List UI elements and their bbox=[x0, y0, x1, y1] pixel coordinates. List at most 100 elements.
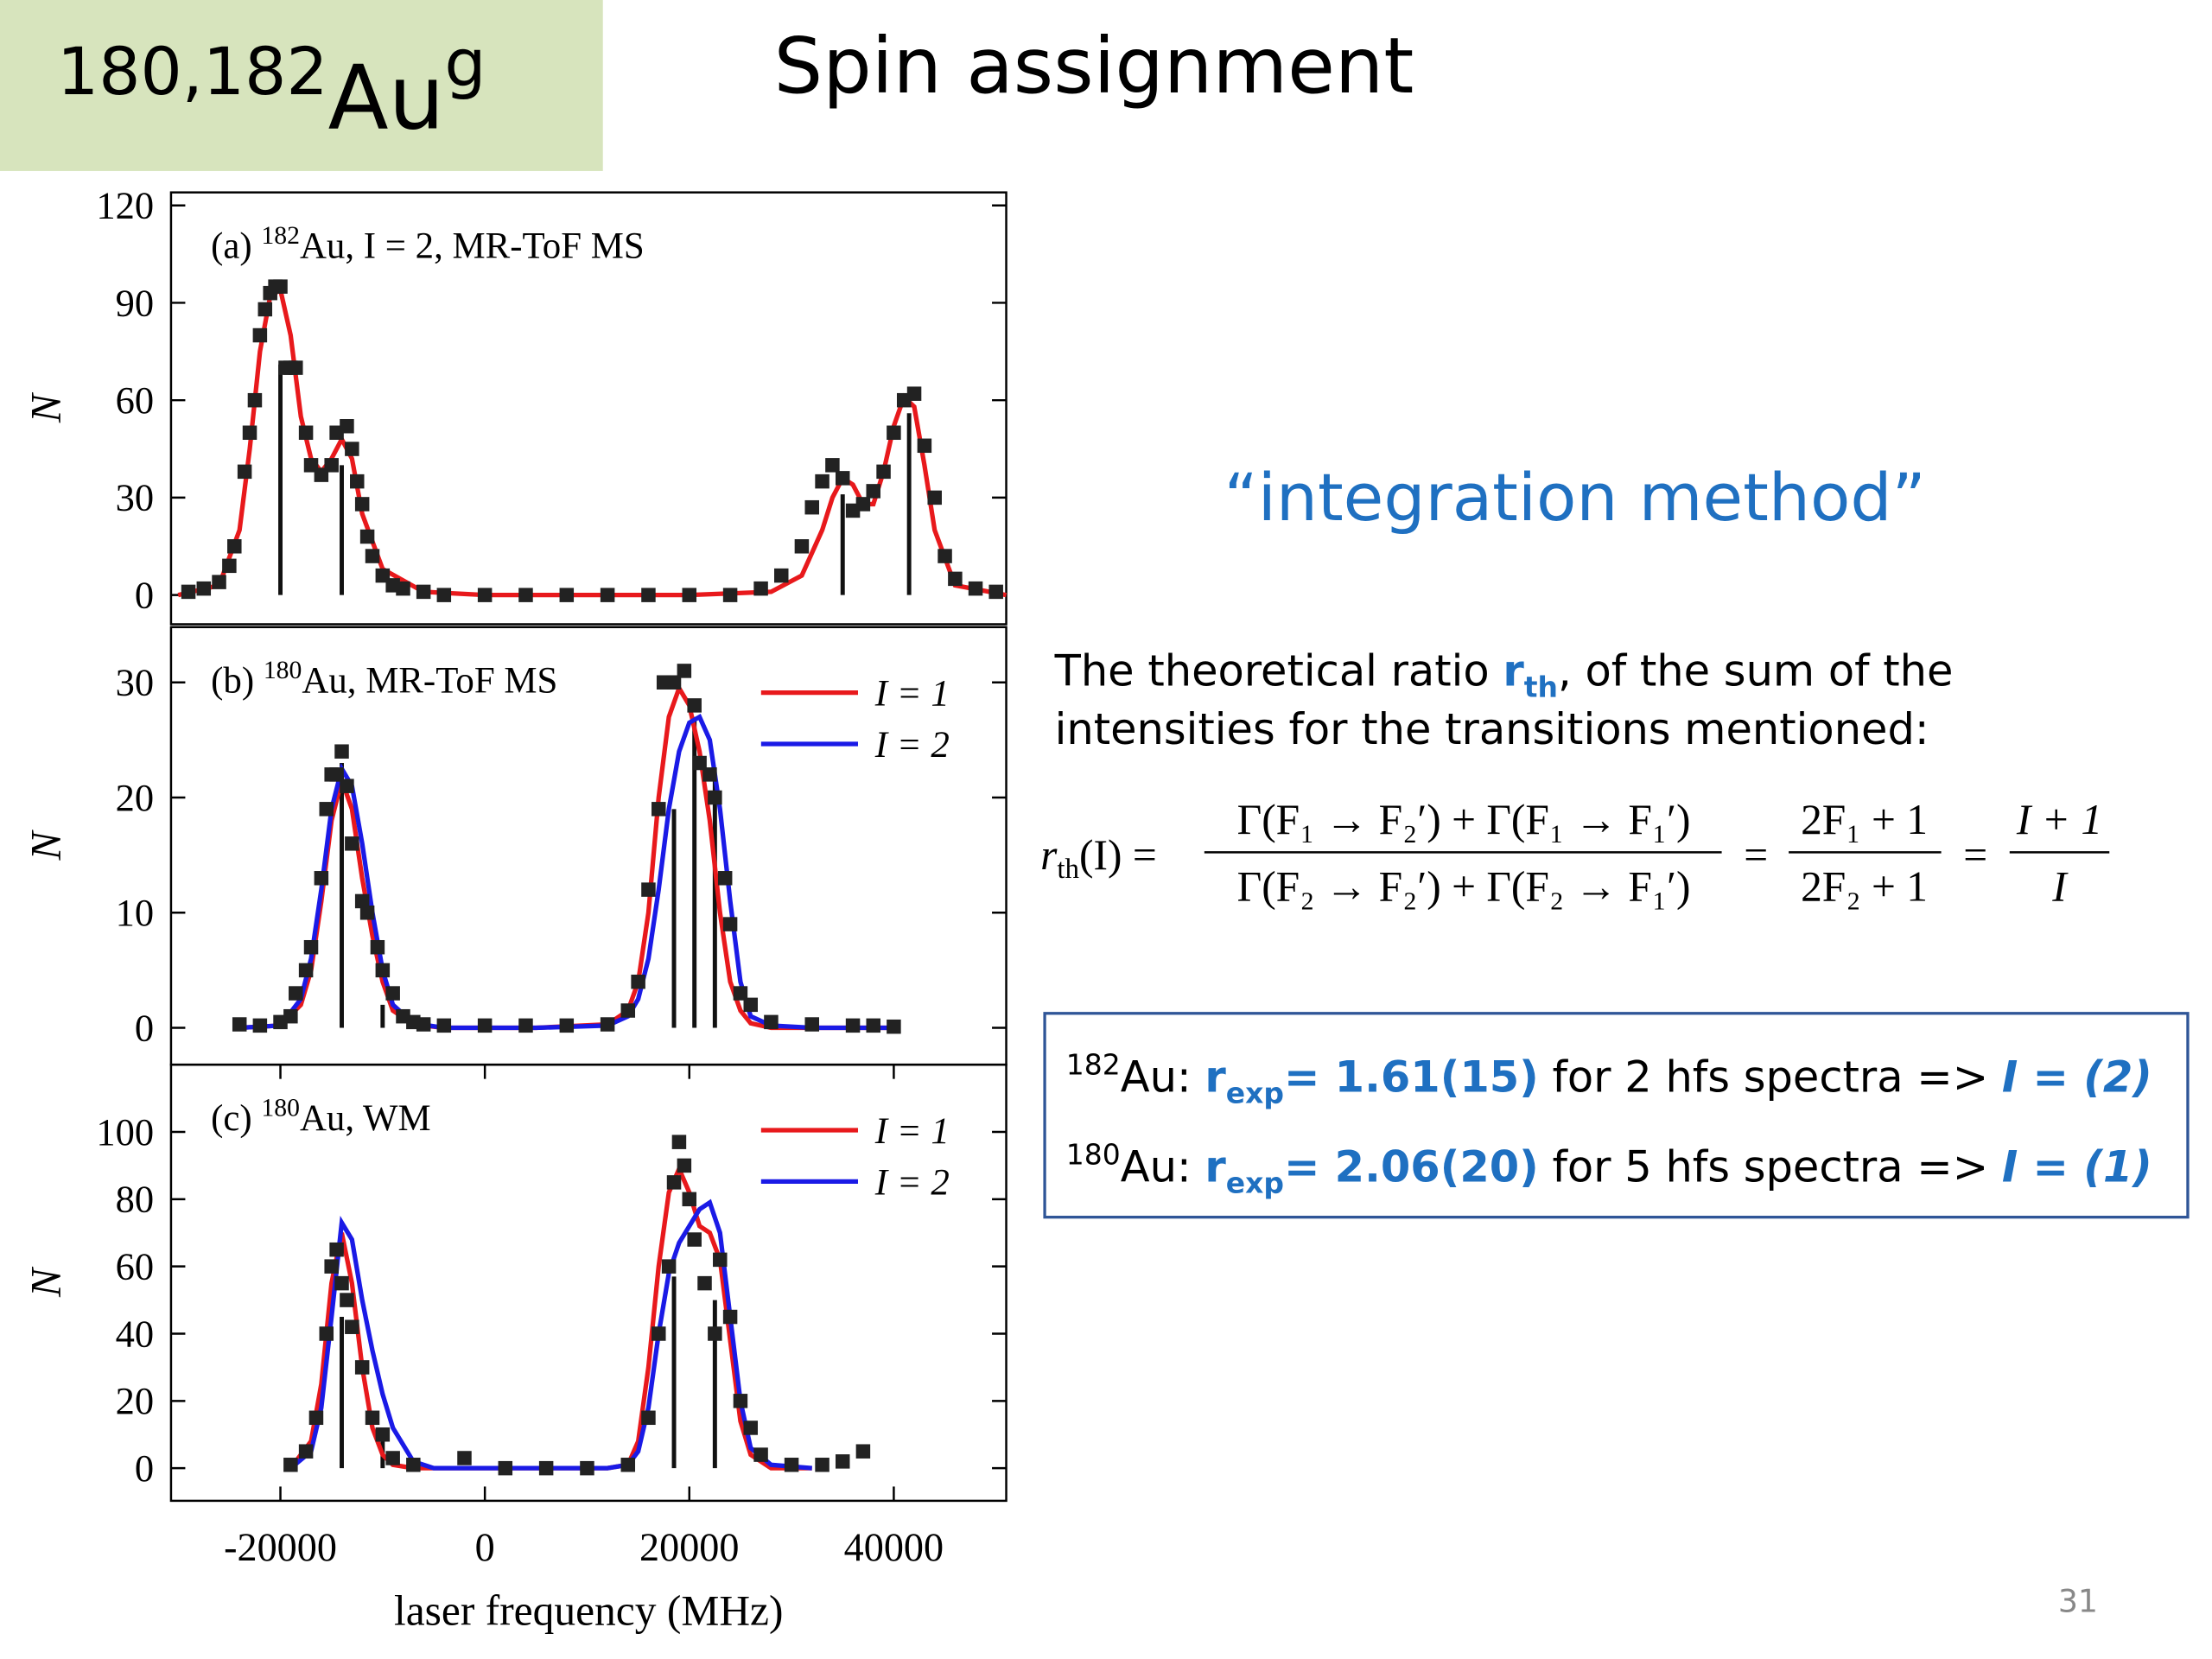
data-point bbox=[498, 1460, 513, 1476]
result-box bbox=[1043, 1012, 2190, 1219]
data-point bbox=[641, 588, 656, 602]
data-point bbox=[385, 986, 400, 1001]
label-part: (c) bbox=[211, 1098, 261, 1139]
data-point bbox=[396, 581, 410, 596]
data-point bbox=[559, 1018, 575, 1033]
method: “integration method” bbox=[1224, 460, 1925, 536]
label-part: 182 bbox=[261, 222, 300, 250]
symbol: r bbox=[1503, 645, 1524, 696]
data-point bbox=[825, 458, 840, 473]
data-point bbox=[308, 1410, 324, 1426]
data-point bbox=[370, 939, 385, 955]
data-point bbox=[329, 767, 344, 782]
data-point bbox=[334, 1275, 349, 1291]
legend-label: I = 2 bbox=[874, 725, 950, 766]
data-point bbox=[687, 1232, 702, 1247]
data-point bbox=[477, 588, 493, 602]
y-tick-label: 80 bbox=[116, 1178, 155, 1221]
data-point bbox=[804, 1017, 819, 1032]
data-point bbox=[697, 1275, 712, 1291]
y-tick-label: 0 bbox=[135, 1006, 154, 1049]
data-point bbox=[968, 581, 983, 596]
y-tick-label: 20 bbox=[116, 1379, 155, 1422]
text: for 2 hfs spectra => bbox=[1539, 1052, 2002, 1103]
x-axis-label: laser frequency (MHz) bbox=[394, 1586, 784, 1634]
y-axis-label: N bbox=[22, 829, 69, 861]
data-point bbox=[620, 1458, 636, 1472]
data-point bbox=[345, 836, 359, 851]
symbol: r bbox=[1205, 1052, 1226, 1103]
paragraph-line: The theoretical ratio rth, of the sum of… bbox=[1054, 645, 1954, 703]
data-point bbox=[887, 1019, 901, 1034]
x-tick-label: 0 bbox=[475, 1525, 495, 1569]
data-point bbox=[753, 581, 768, 596]
panel-label: (a) 182Au, I = 2, MR-ToF MS bbox=[211, 222, 645, 266]
data-point bbox=[247, 392, 263, 408]
value: = 1.61(15) bbox=[1284, 1052, 1539, 1103]
data-point bbox=[196, 581, 212, 596]
mass: 180,182 bbox=[57, 34, 328, 110]
data-point bbox=[319, 802, 334, 817]
text: for 5 hfs spectra => bbox=[1539, 1141, 2002, 1192]
spin: I = (2) bbox=[2002, 1052, 2152, 1103]
data-point bbox=[365, 549, 380, 563]
data-point bbox=[652, 802, 666, 817]
data-point bbox=[345, 1319, 359, 1334]
data-point bbox=[815, 474, 830, 489]
text: Au: bbox=[1121, 1141, 1205, 1192]
data-point bbox=[708, 1326, 722, 1341]
data-point bbox=[289, 360, 303, 375]
data-point bbox=[324, 1259, 339, 1274]
subscript: th bbox=[1057, 854, 1079, 885]
state: g bbox=[444, 25, 486, 101]
data-point bbox=[671, 1135, 687, 1149]
data-point bbox=[242, 425, 257, 441]
label-part: 180 bbox=[264, 657, 302, 684]
data-point bbox=[350, 474, 365, 489]
data-point bbox=[692, 755, 707, 771]
label-part: (b) bbox=[211, 661, 264, 702]
data-point bbox=[580, 1460, 594, 1476]
data-point bbox=[354, 893, 370, 909]
y-tick-label: 0 bbox=[135, 573, 154, 616]
data-point bbox=[687, 698, 702, 713]
x-tick-label: 40000 bbox=[844, 1525, 944, 1569]
data-point bbox=[713, 1252, 728, 1268]
data-point bbox=[764, 1014, 779, 1030]
legend-label: I = 1 bbox=[874, 673, 950, 714]
text: The theoretical ratio bbox=[1054, 645, 1503, 696]
y-tick-label: 90 bbox=[116, 281, 155, 324]
data-point bbox=[641, 882, 656, 897]
data-point bbox=[416, 1017, 431, 1032]
data-point bbox=[252, 1018, 268, 1033]
data-point bbox=[804, 499, 819, 515]
data-point bbox=[682, 1192, 697, 1207]
data-point bbox=[329, 1242, 344, 1257]
data-point bbox=[436, 588, 452, 602]
data-point bbox=[340, 779, 354, 793]
data-point bbox=[722, 1309, 738, 1325]
y-tick-label: 60 bbox=[116, 378, 155, 422]
data-point bbox=[927, 490, 942, 505]
equals: = bbox=[1963, 831, 1987, 879]
data-point bbox=[385, 1451, 400, 1465]
data-point bbox=[717, 871, 733, 886]
data-point bbox=[743, 1421, 759, 1435]
data-point bbox=[887, 425, 901, 441]
data-point bbox=[252, 327, 268, 343]
data-point bbox=[722, 917, 738, 931]
label-part: Au, WM bbox=[300, 1098, 431, 1139]
data-point bbox=[232, 1017, 247, 1032]
label-part: (a) bbox=[211, 226, 261, 267]
data-point bbox=[283, 1008, 298, 1024]
y-tick-label: 0 bbox=[135, 1446, 154, 1490]
data-point bbox=[845, 1018, 861, 1033]
symbol: r bbox=[1205, 1141, 1226, 1192]
y-axis-label: N bbox=[22, 1266, 69, 1298]
data-point bbox=[620, 1003, 636, 1018]
y-tick-label: 20 bbox=[116, 776, 155, 819]
data-point bbox=[855, 497, 871, 512]
data-point bbox=[334, 744, 349, 759]
